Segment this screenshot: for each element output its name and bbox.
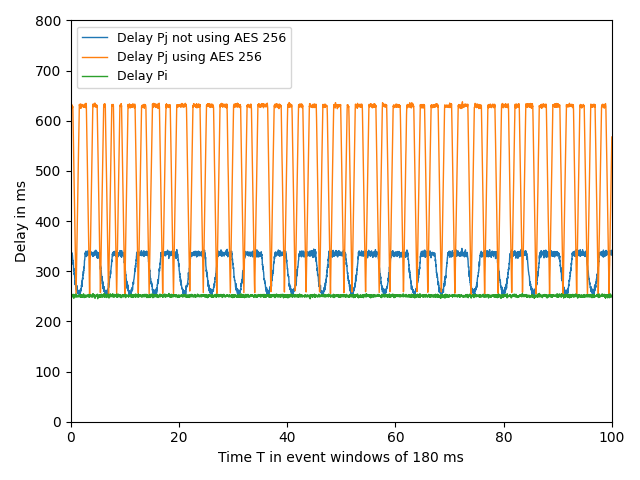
Delay Pj not using AES 256 [591, 285, 599, 290]
Delay Pj using AES 256 [605, 293, 613, 299]
Y-axis label: Delay in ms: Delay in ms [15, 180, 29, 262]
Delay Pi [307, 296, 314, 301]
Delay Pj not using AES 256 [458, 246, 466, 252]
Delay Pj using AES 256 [324, 138, 332, 144]
Delay Pj not using AES 256 [298, 250, 306, 255]
Line: Delay Pj using AES 256: Delay Pj using AES 256 [70, 102, 612, 296]
Delay Pj using AES 256 [294, 131, 302, 136]
Delay Pi [608, 294, 616, 300]
Delay Pj not using AES 256 [564, 285, 572, 291]
Delay Pj not using AES 256 [460, 252, 468, 258]
Delay Pi [324, 293, 332, 299]
Delay Pj not using AES 256 [294, 264, 302, 269]
Delay Pj using AES 256 [608, 134, 616, 140]
Delay Pi [298, 294, 306, 300]
Delay Pj using AES 256 [67, 102, 74, 108]
Delay Pi [518, 290, 526, 296]
Legend: Delay Pj not using AES 256, Delay Pj using AES 256, Delay Pi: Delay Pj not using AES 256, Delay Pj usi… [77, 27, 291, 88]
Delay Pi [591, 293, 599, 299]
X-axis label: Time T in event windows of 180 ms: Time T in event windows of 180 ms [218, 451, 464, 465]
Line: Delay Pi: Delay Pi [70, 293, 612, 299]
Delay Pj using AES 256 [564, 102, 572, 108]
Delay Pj using AES 256 [298, 105, 306, 111]
Delay Pj not using AES 256 [67, 252, 74, 258]
Delay Pi [460, 294, 468, 300]
Delay Pj using AES 256 [460, 103, 468, 109]
Line: Delay Pj not using AES 256: Delay Pj not using AES 256 [70, 249, 612, 297]
Delay Pj not using AES 256 [324, 262, 332, 268]
Delay Pj not using AES 256 [608, 248, 616, 253]
Delay Pj using AES 256 [459, 99, 467, 105]
Delay Pi [67, 293, 74, 299]
Delay Pj using AES 256 [591, 118, 599, 124]
Delay Pi [564, 294, 572, 300]
Delay Pi [294, 293, 302, 299]
Delay Pj not using AES 256 [589, 294, 596, 300]
